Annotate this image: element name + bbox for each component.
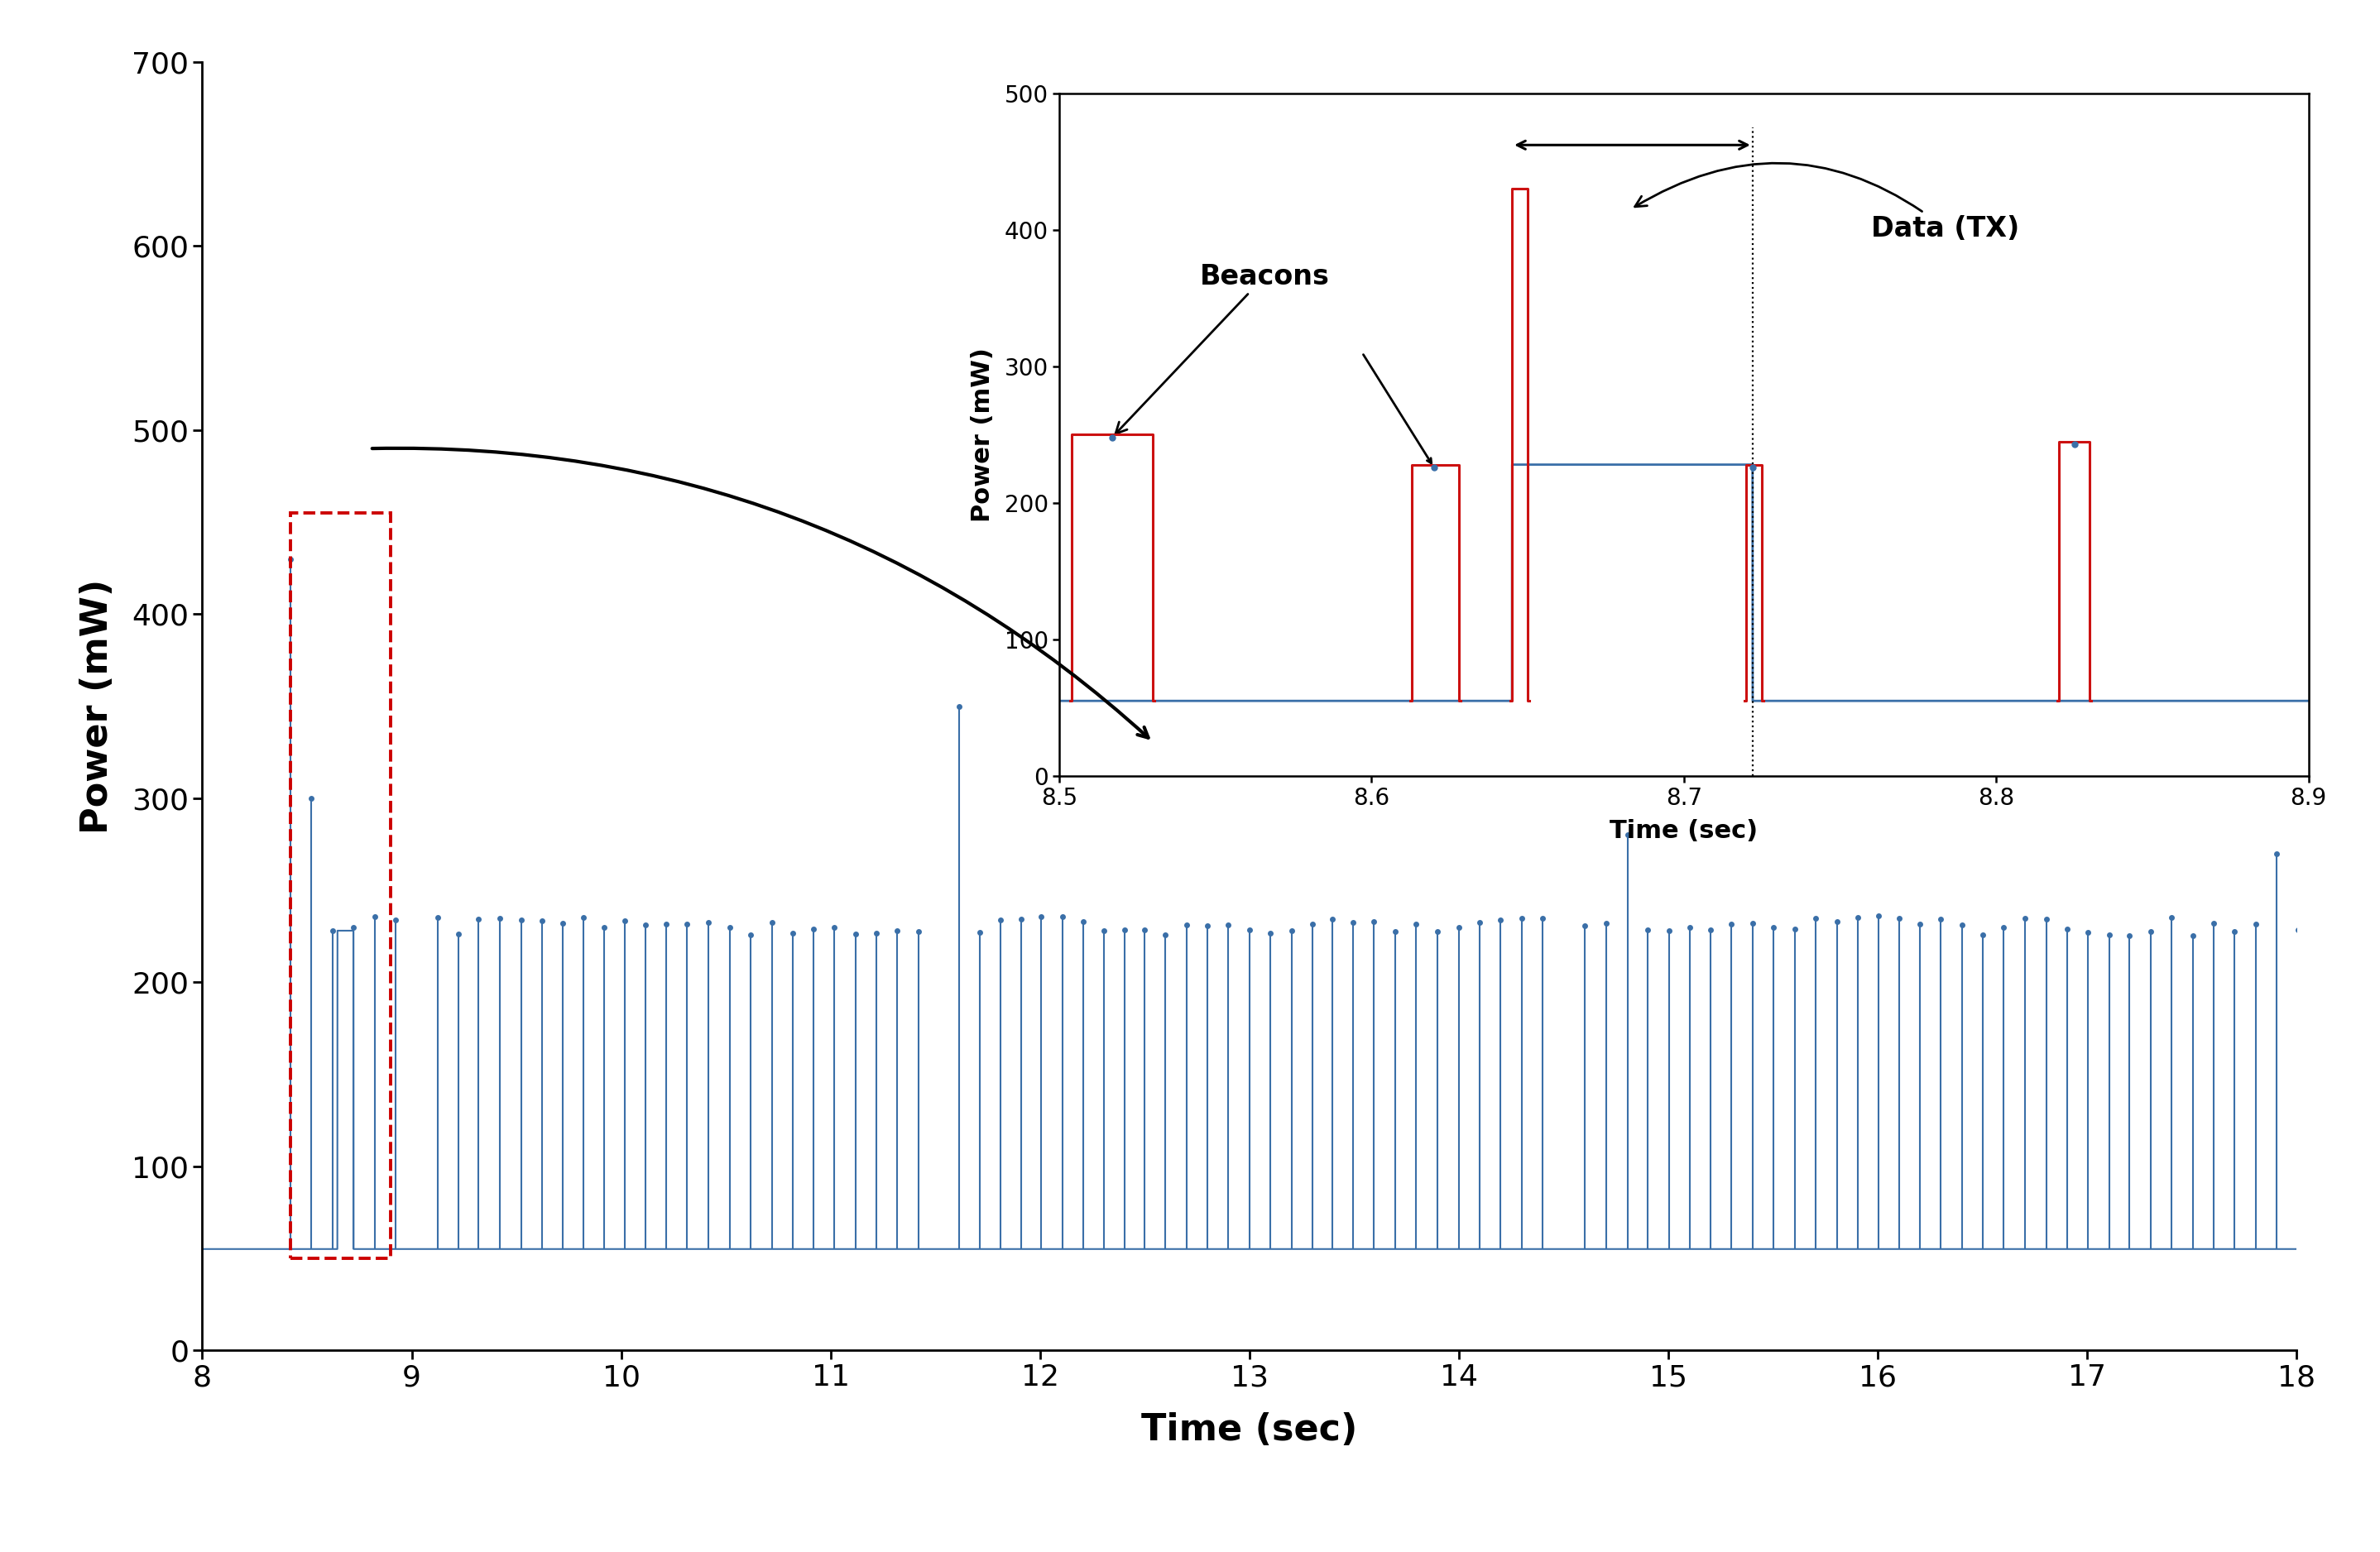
Text: Data (TX): Data (TX) bbox=[1635, 163, 2021, 242]
Text: Beacons: Beacons bbox=[1116, 262, 1330, 433]
X-axis label: Time (sec): Time (sec) bbox=[1609, 819, 1759, 843]
Bar bbox=[290, 514, 390, 1259]
X-axis label: Time (sec): Time (sec) bbox=[1142, 1412, 1357, 1448]
Y-axis label: Power (mW): Power (mW) bbox=[971, 348, 995, 521]
Y-axis label: Power (mW): Power (mW) bbox=[79, 579, 114, 833]
